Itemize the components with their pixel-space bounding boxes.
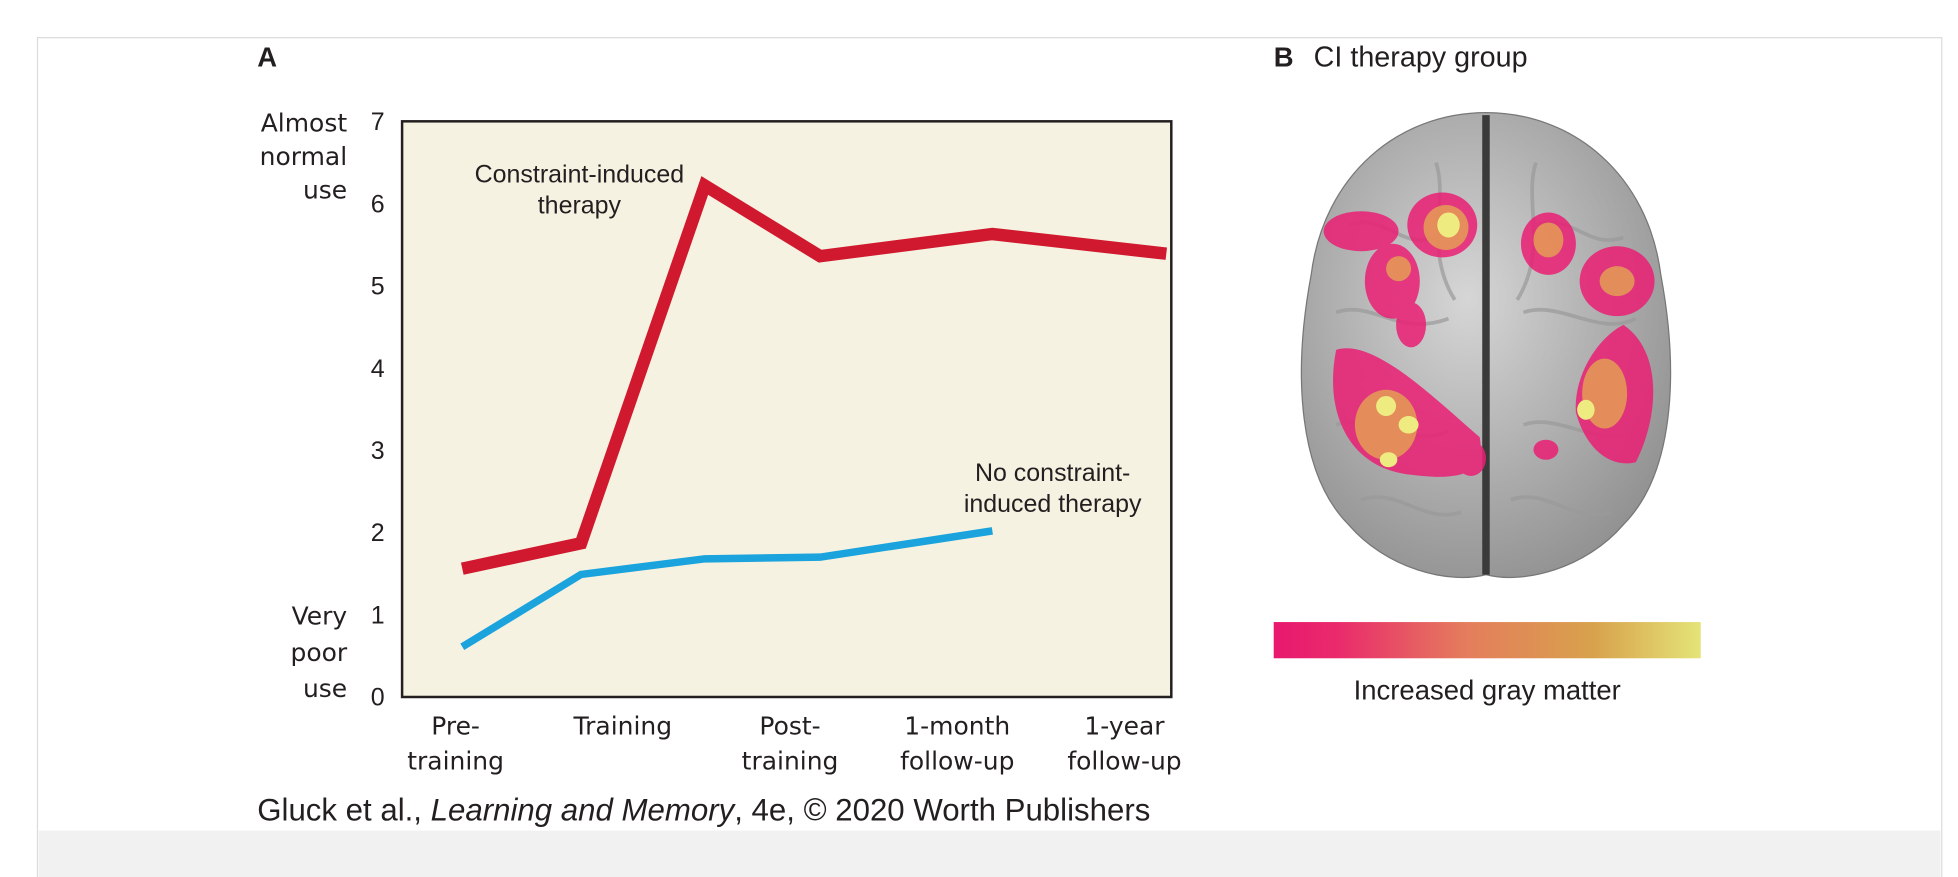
y-tick-label: 6: [371, 190, 385, 218]
y-axis-label: Almost normal use: [260, 108, 348, 204]
y-tick-label: 0: [371, 684, 385, 712]
brain-image: [1300, 111, 1672, 578]
y-tick-label: 7: [371, 108, 385, 136]
x-tick-label: Post-training: [742, 711, 839, 775]
series-label: No constraint-induced therapy: [964, 459, 1142, 518]
y-tick-label: 2: [371, 519, 385, 547]
y-tick-label: 5: [371, 273, 385, 301]
panel-label: A: [257, 41, 277, 72]
color-scale: [1273, 622, 1701, 659]
x-tick-label: 1-month follow-up: [900, 711, 1014, 775]
series-line: [460, 527, 993, 651]
series-label: Constraint-induced therapy: [475, 161, 685, 220]
x-tick-label: Pre-training: [407, 711, 504, 775]
caption: Gluck et al., Learning and Memory, 4e, ©…: [257, 793, 1150, 828]
y-tick-label: 1: [371, 601, 385, 629]
footer-band: [38, 830, 1941, 877]
x-tick-label: Training: [573, 711, 673, 740]
color-scale-label: Increased gray matter: [1354, 674, 1621, 705]
panel-title: CI therapy group: [1314, 41, 1528, 73]
y-tick-label: 3: [371, 437, 385, 465]
y-tick-label: 4: [371, 355, 385, 383]
caption-part: Learning and Memory: [431, 793, 737, 828]
y-axis-label: Very poor use: [290, 602, 347, 703]
panel-label: B: [1274, 41, 1294, 72]
x-tick-label: 1-year follow-up: [1067, 711, 1181, 775]
caption-part: Gluck et al.,: [257, 793, 430, 828]
series-line: [460, 176, 1167, 575]
caption-part: , 4e, © 2020 Worth Publishers: [734, 793, 1150, 828]
chart: 0 1 2 3 4 5 6 7 Almost normal use Very poor use Pre-tr…: [260, 108, 1182, 775]
